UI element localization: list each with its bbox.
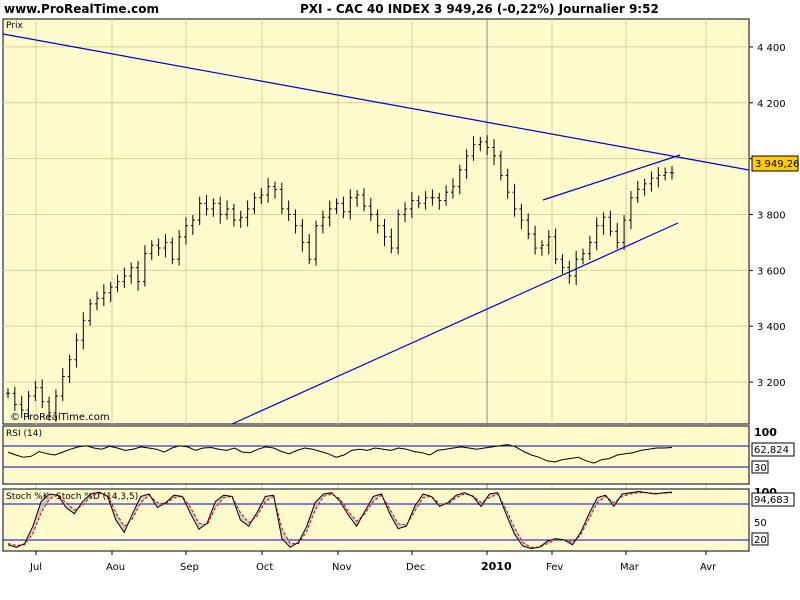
rsi-100-label: 100 [754, 426, 777, 439]
stoch-20-label: 20 [754, 535, 767, 546]
watermark: © ProRealTime.com [10, 412, 110, 423]
stoch-50-label: 50 [754, 518, 767, 529]
month-label: Nov [332, 562, 352, 573]
resistance-trendline[interactable] [2, 33, 750, 171]
price-tick-label: 3 600 [757, 266, 786, 277]
rsi-line [7, 444, 673, 464]
last-value-marker: 3 949,26 [751, 155, 800, 172]
rsi-label: RSI (14) [6, 429, 42, 439]
month-label: 2010 [481, 560, 512, 573]
trendlines [2, 33, 750, 425]
price-tick-label: 3 800 [757, 211, 786, 222]
stoch-value-box [751, 492, 795, 507]
month-label: Dec [406, 562, 425, 573]
time-axis: Jul Aou Sep Oct Nov Dec 2010 Fev Mar Avr [29, 551, 717, 573]
stoch-k-line [7, 490, 673, 550]
stoch-d-label: Stoch %D (14,3,5) [56, 492, 138, 502]
price-panel[interactable] [2, 18, 750, 425]
support-trendline[interactable] [231, 222, 679, 425]
month-label: Aou [106, 562, 125, 573]
last-value-label: 3 949,26 [755, 159, 800, 170]
chart-header: www.ProRealTime.com PXI - CAC 40 INDEX 3… [0, 0, 800, 18]
month-label: Jul [29, 562, 42, 573]
rsi-value-label: 62,824 [754, 445, 789, 456]
price-tick-label: 4 400 [757, 43, 786, 54]
stoch-20-box [751, 532, 769, 546]
price-bars [6, 135, 674, 423]
rsi-30-label: 30 [754, 463, 767, 474]
stoch-k-label: Stoch %K [6, 492, 50, 502]
month-label: Avr [700, 562, 717, 573]
chart-title: PXI - CAC 40 INDEX 3 949,26 (-0,22%) Jou… [300, 2, 659, 16]
price-panel-label: Prix [6, 21, 23, 31]
stoch-value-label: 94,683 [754, 495, 789, 506]
month-label: Sep [180, 562, 199, 573]
month-label: Fev [546, 562, 563, 573]
price-tick-label: 3 200 [757, 378, 786, 389]
site-label: www.ProRealTime.com [4, 2, 159, 16]
price-tick-label: 4 200 [757, 99, 786, 110]
rsi-30-box [751, 460, 769, 474]
month-label: Oct [256, 562, 273, 573]
month-label: Mar [620, 562, 640, 573]
rsi-panel[interactable] [2, 425, 750, 485]
channel-trendline[interactable] [542, 154, 681, 201]
rsi-value-box [751, 442, 795, 457]
last-value-box [751, 155, 799, 172]
price-tick-label: 3 400 [757, 322, 786, 333]
